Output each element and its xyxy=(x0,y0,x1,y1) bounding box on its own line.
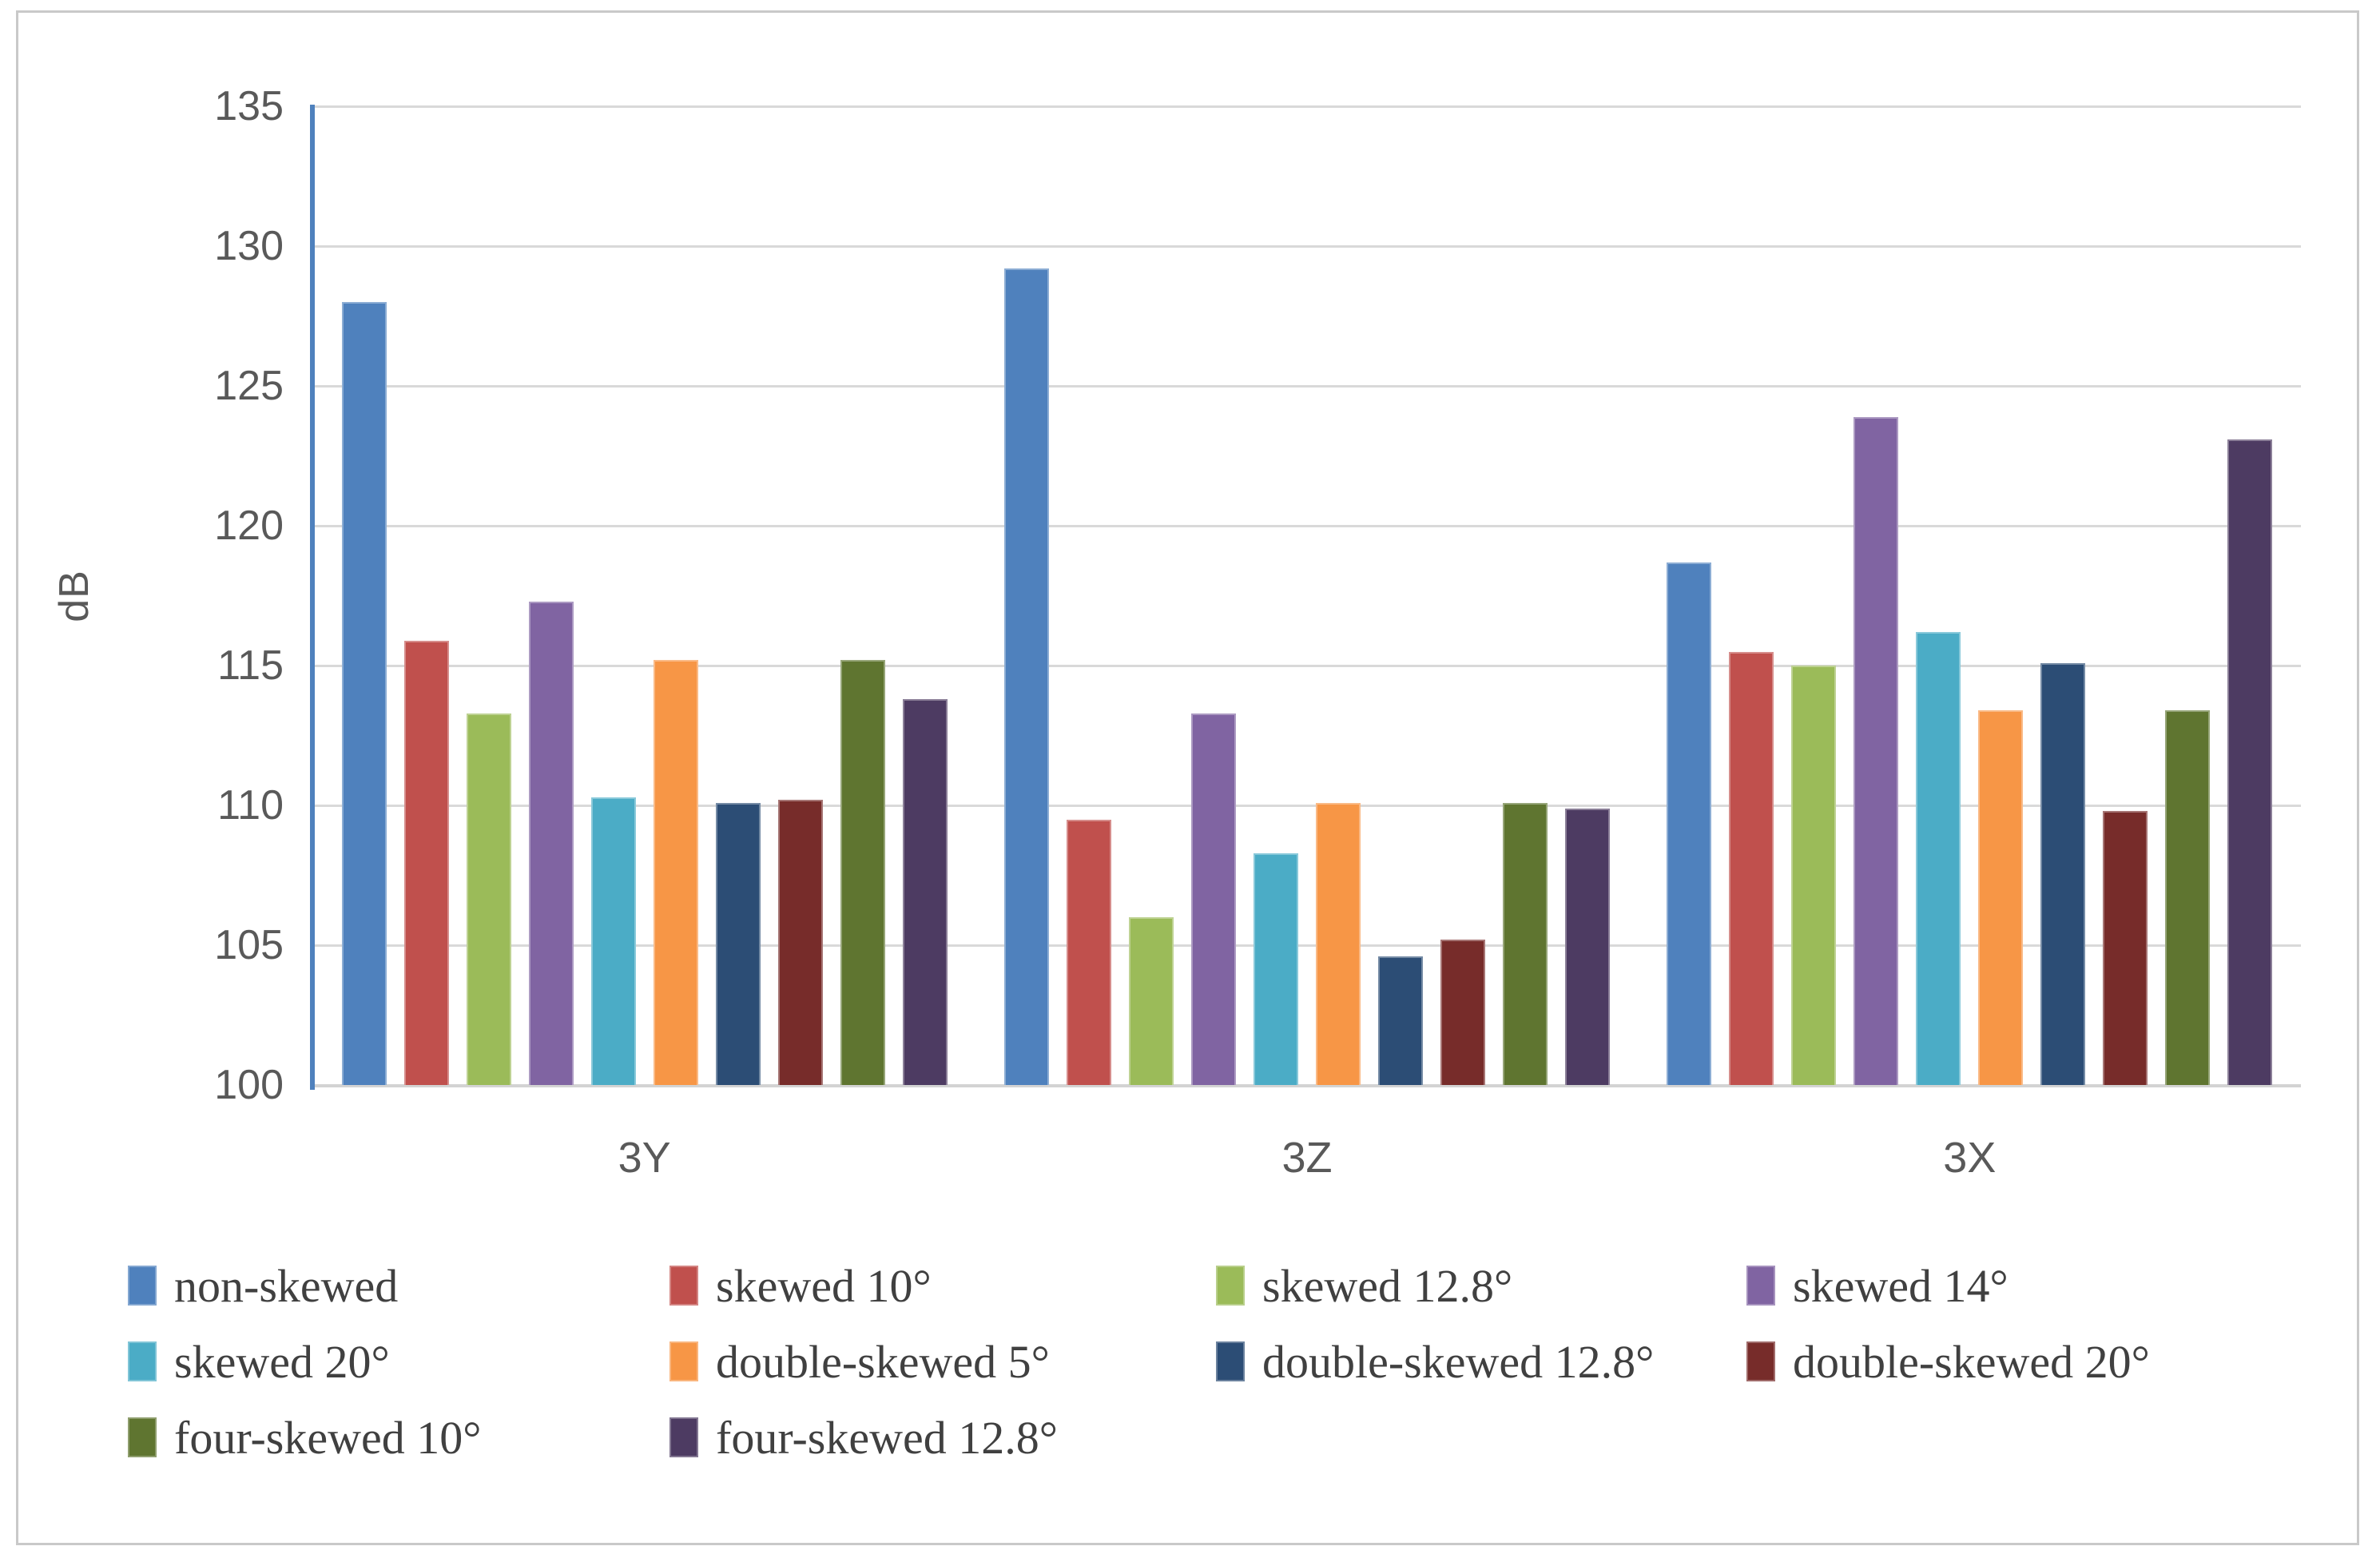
x-category-label-3z: 3Z xyxy=(1281,1134,1333,1182)
legend-swatch-non-skewed xyxy=(128,1266,157,1306)
legend-swatch-skewed-20 xyxy=(128,1341,157,1381)
legend-swatch-skewed-12.8 xyxy=(1216,1266,1245,1306)
legend-item-double-skewed-20: double-skewed 20° xyxy=(1746,1335,2150,1388)
y-axis-title: dB xyxy=(50,569,97,622)
legend-label-skewed-12.8: skewed 12.8° xyxy=(1262,1259,1513,1312)
legend-item-skewed-10: skewed 10° xyxy=(669,1259,932,1312)
gridline-125 xyxy=(313,385,2301,388)
bar-non-skewed-3y xyxy=(341,302,387,1085)
bar-four-skewed-10-3z xyxy=(1503,802,1548,1085)
bar-skewed-20-3y xyxy=(590,797,636,1085)
legend-label-four-skewed-12.8: four-skewed 12.8° xyxy=(716,1411,1058,1464)
legend-item-double-skewed-12.8: double-skewed 12.8° xyxy=(1216,1335,1655,1388)
bar-skewed-10-3y xyxy=(403,640,449,1085)
legend-item-non-skewed: non-skewed xyxy=(128,1259,399,1312)
legend-item-skewed-20: skewed 20° xyxy=(128,1335,390,1388)
legend-label-skewed-20: skewed 20° xyxy=(174,1335,390,1388)
bar-double-skewed-5-3y xyxy=(653,660,698,1085)
bar-skewed-20-3x xyxy=(1916,632,1961,1085)
bar-skewed-10-3x xyxy=(1729,651,1774,1085)
bar-non-skewed-3x xyxy=(1667,562,1712,1085)
legend-swatch-skewed-10 xyxy=(669,1266,698,1306)
legend-item-four-skewed-10: four-skewed 10° xyxy=(128,1411,482,1464)
legend-label-non-skewed: non-skewed xyxy=(174,1259,399,1312)
legend-item-double-skewed-5: double-skewed 5° xyxy=(669,1335,1050,1388)
x-category-label-3x: 3X xyxy=(1943,1134,1997,1182)
y-tick-label-125: 125 xyxy=(214,363,284,409)
gridline-115 xyxy=(313,665,2301,667)
bar-double-skewed-12.8-3x xyxy=(2040,662,2086,1085)
legend-label-four-skewed-10: four-skewed 10° xyxy=(174,1411,482,1464)
figure-border xyxy=(16,10,2359,1545)
legend-label-double-skewed-12.8: double-skewed 12.8° xyxy=(1262,1335,1655,1388)
y-tick-label-120: 120 xyxy=(214,503,284,549)
legend-swatch-four-skewed-12.8 xyxy=(669,1417,698,1457)
bar-skewed-12.8-3z xyxy=(1129,917,1174,1085)
bar-skewed-20-3z xyxy=(1254,853,1298,1085)
gridline-100 xyxy=(313,1084,2301,1087)
y-tick-label-135: 135 xyxy=(214,83,284,129)
bar-double-skewed-12.8-3y xyxy=(715,802,761,1085)
legend-label-double-skewed-20: double-skewed 20° xyxy=(1793,1335,2150,1388)
x-category-label-3y: 3Y xyxy=(618,1134,671,1182)
y-tick-label-130: 130 xyxy=(214,223,284,269)
legend-item-skewed-12.8: skewed 12.8° xyxy=(1216,1259,1513,1312)
bar-four-skewed-10-3x xyxy=(2165,710,2211,1085)
y-tick-label-115: 115 xyxy=(217,642,284,689)
bar-four-skewed-10-3y xyxy=(840,660,885,1085)
legend-label-skewed-10: skewed 10° xyxy=(716,1259,932,1312)
bar-four-skewed-12.8-3y xyxy=(902,699,948,1085)
gridline-105 xyxy=(313,944,2301,947)
bar-non-skewed-3z xyxy=(1004,268,1049,1085)
legend-swatch-skewed-14 xyxy=(1746,1266,1775,1306)
gridline-130 xyxy=(313,245,2301,248)
legend-swatch-double-skewed-5 xyxy=(669,1341,698,1381)
bar-skewed-14-3z xyxy=(1191,713,1236,1085)
bar-skewed-12.8-3y xyxy=(466,713,511,1085)
bar-double-skewed-12.8-3z xyxy=(1378,956,1423,1085)
bar-double-skewed-5-3x xyxy=(1978,710,2024,1085)
bar-skewed-10-3z xyxy=(1067,819,1111,1085)
bar-double-skewed-20-3y xyxy=(777,800,823,1085)
bar-four-skewed-12.8-3x xyxy=(2227,439,2273,1085)
bar-double-skewed-20-3x xyxy=(2103,811,2148,1085)
bar-skewed-14-3y xyxy=(528,601,574,1085)
legend-item-four-skewed-12.8: four-skewed 12.8° xyxy=(669,1411,1058,1464)
legend-label-skewed-14: skewed 14° xyxy=(1793,1259,2008,1312)
bar-skewed-14-3x xyxy=(1854,416,1899,1085)
legend-swatch-double-skewed-12.8 xyxy=(1216,1341,1245,1381)
legend-label-double-skewed-5: double-skewed 5° xyxy=(716,1335,1050,1388)
y-tick-label-110: 110 xyxy=(217,782,284,829)
legend-swatch-four-skewed-10 xyxy=(128,1417,157,1457)
gridline-120 xyxy=(313,525,2301,527)
bar-double-skewed-20-3z xyxy=(1440,940,1485,1085)
y-tick-label-105: 105 xyxy=(214,922,284,968)
y-tick-label-100: 100 xyxy=(214,1062,284,1108)
legend-item-skewed-14: skewed 14° xyxy=(1746,1259,2008,1312)
gridline-135 xyxy=(313,105,2301,108)
y-axis-line xyxy=(310,105,315,1090)
bar-skewed-12.8-3x xyxy=(1791,666,1837,1085)
gridline-110 xyxy=(313,805,2301,807)
legend-swatch-double-skewed-20 xyxy=(1746,1341,1775,1381)
bar-four-skewed-12.8-3z xyxy=(1565,808,1610,1085)
bar-double-skewed-5-3z xyxy=(1316,802,1361,1085)
